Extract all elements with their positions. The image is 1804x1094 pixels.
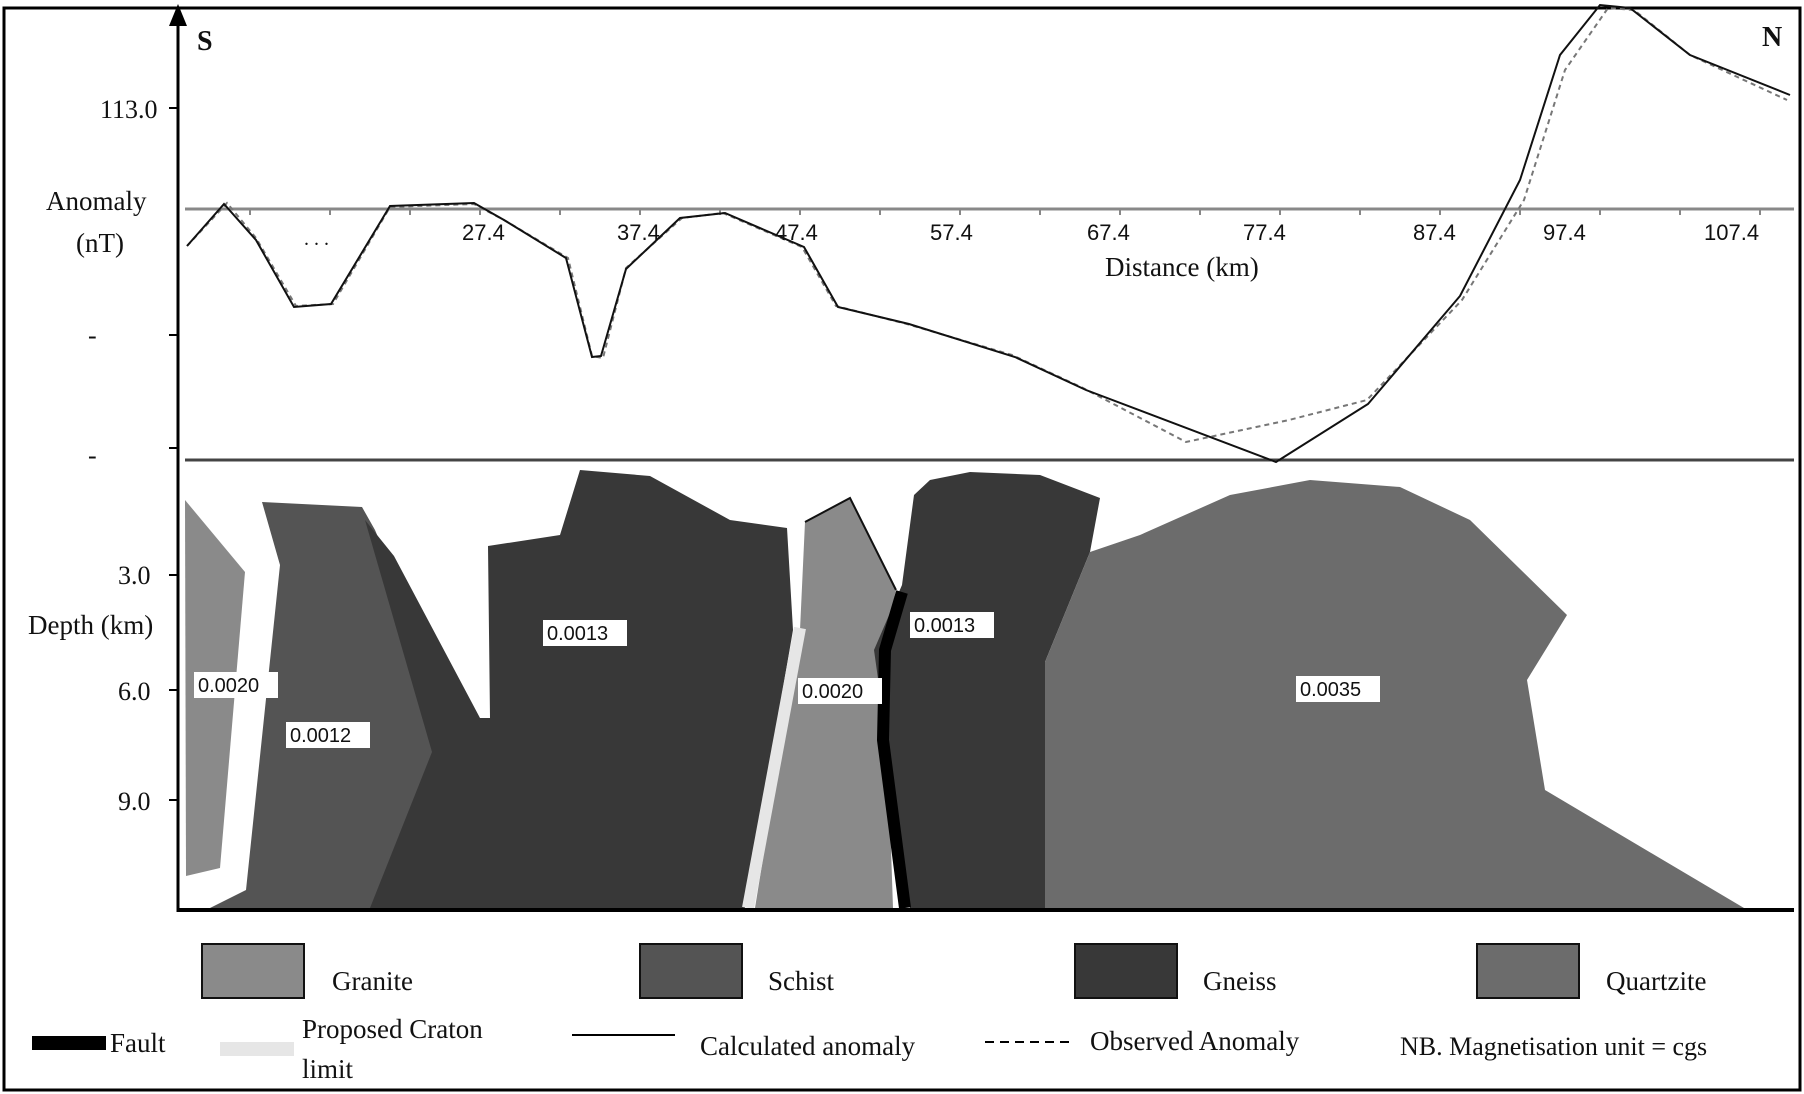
granite-mid-outline <box>804 496 897 591</box>
distance-tick-label: 97.4 <box>1543 220 1586 245</box>
svg-text:0.0020: 0.0020 <box>802 681 863 703</box>
svg-text:0.0020: 0.0020 <box>198 675 259 697</box>
legend-label-gneiss: Gneiss <box>1203 966 1277 996</box>
magnetisation-unit-note: NB. Magnetisation unit = cgs <box>1400 1032 1707 1061</box>
distance-axis-label: Distance (km) <box>1105 252 1259 282</box>
distance-tick-label: 57.4 <box>930 220 973 245</box>
axis-arrow-icon <box>169 4 187 26</box>
legend-swatch-fault <box>32 1036 106 1050</box>
distance-tick-label: 47.4 <box>775 220 818 245</box>
depth-tick-label: 9.0 <box>118 787 151 816</box>
distance-tick-label: 37.4 <box>617 220 660 245</box>
legend-label-craton-line1: Proposed Craton <box>302 1014 483 1044</box>
legend-swatch-gneiss <box>1074 943 1178 999</box>
svg-text:0.0013: 0.0013 <box>914 615 975 637</box>
axis-dots: . . . <box>304 228 329 250</box>
legend-swatch-craton-limit <box>220 1042 294 1056</box>
svg-text:0.0013: 0.0013 <box>547 623 608 645</box>
magnetisation-label-gneiss-left: 0.0013 <box>543 620 627 646</box>
distance-tick-label: 67.4 <box>1087 220 1130 245</box>
depth-tick-label: 6.0 <box>118 677 151 706</box>
magnetisation-label-granite-mid: 0.0020 <box>798 678 882 704</box>
legend-label-fault: Fault <box>110 1028 166 1058</box>
gneiss-body-right <box>874 472 1100 908</box>
distance-tick-label: 107.4 <box>1704 220 1759 245</box>
anomaly-axis-label-line2: (nT) <box>76 228 124 258</box>
distance-tick-label: 77.4 <box>1243 220 1286 245</box>
magnetisation-label-gneiss-right: 0.0013 <box>910 612 994 638</box>
proposed-craton-limit-line <box>742 626 806 910</box>
legend-swatch-schist <box>639 943 743 999</box>
calculated-anomaly-curve <box>186 3 1791 464</box>
depth-tick-label: 3.0 <box>118 561 151 590</box>
distance-tick-label: 87.4 <box>1413 220 1456 245</box>
north-label: N <box>1762 22 1782 53</box>
svg-text:0.0012: 0.0012 <box>290 725 351 747</box>
anomaly-axis-label-line1: Anomaly <box>46 186 147 216</box>
svg-text:0.0035: 0.0035 <box>1300 679 1361 701</box>
anomaly-minor-tick-1: - <box>88 321 97 350</box>
legend-label-observed: Observed Anomaly <box>1090 1026 1300 1056</box>
south-label: S <box>197 26 213 57</box>
legend-swatch-quartzite <box>1476 943 1580 999</box>
legend-label-craton-line2: limit <box>302 1054 354 1084</box>
magnetisation-label-granite-left: 0.0020 <box>194 672 278 698</box>
legend-label-schist: Schist <box>768 966 835 996</box>
magnetisation-label-schist: 0.0012 <box>286 722 370 748</box>
legend-label-quartzite: Quartzite <box>1606 966 1706 996</box>
magnetisation-label-quartzite: 0.0035 <box>1296 676 1380 702</box>
depth-axis-label: Depth (km) <box>28 610 153 640</box>
legend-label-calculated: Calculated anomaly <box>700 1031 916 1061</box>
figure-frame <box>2 6 1802 1092</box>
anomaly-minor-tick-2: - <box>88 441 97 470</box>
distance-axis-ticks <box>249 209 1761 215</box>
fault-line <box>876 590 911 909</box>
legend: Granite Schist Gneiss Quartzite Fault Pr… <box>32 943 1707 1084</box>
gneiss-body-left <box>365 470 793 908</box>
legend-label-granite: Granite <box>332 966 413 996</box>
quartzite-body <box>1045 480 1744 908</box>
distance-tick-labels: 27.4 37.4 47.4 57.4 67.4 77.4 87.4 97.4 … <box>462 220 1759 245</box>
legend-swatch-granite <box>201 943 305 999</box>
distance-tick-label: 27.4 <box>462 220 505 245</box>
anomaly-tick-label: 113.0 <box>100 95 158 124</box>
observed-anomaly-curve <box>186 6 1788 444</box>
